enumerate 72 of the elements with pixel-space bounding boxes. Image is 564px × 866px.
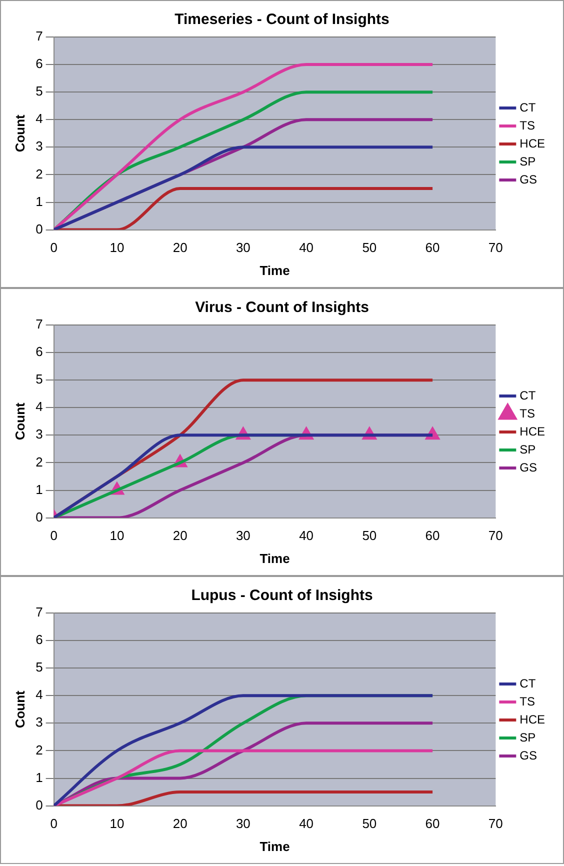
- y-tick-label: 1: [36, 194, 43, 209]
- y-tick-label: 1: [36, 770, 43, 785]
- legend-label: GS: [520, 172, 538, 186]
- y-tick-label: 6: [36, 632, 43, 648]
- y-tick-label: 6: [36, 56, 43, 72]
- legend-label: TS: [520, 406, 536, 420]
- y-tick-label: 2: [36, 166, 43, 182]
- legend-label: HCE: [520, 136, 546, 150]
- x-tick-label: 40: [299, 528, 314, 544]
- x-axis-title: Time: [260, 550, 290, 566]
- legend-label: TS: [520, 694, 536, 708]
- x-tick-label: 10: [110, 528, 124, 544]
- x-tick-label: 20: [172, 528, 188, 544]
- legend-label: CT: [520, 388, 536, 402]
- y-tick-label: 1: [36, 482, 43, 497]
- legend-label: HCE: [520, 712, 546, 726]
- legend-label: TS: [520, 118, 536, 132]
- x-tick-label: 40: [299, 240, 314, 256]
- y-axis-title: Count: [12, 114, 28, 152]
- x-tick-label: 10: [110, 240, 124, 256]
- x-tick-label: 50: [362, 816, 377, 832]
- y-tick-label: 7: [36, 316, 43, 332]
- x-tick-label: 10: [110, 816, 124, 832]
- chart-title: Lupus - Count of Insights: [191, 587, 373, 604]
- y-tick-label: 5: [36, 660, 43, 675]
- legend-label: SP: [520, 730, 536, 744]
- y-tick-label: 3: [36, 714, 43, 730]
- y-tick-label: 0: [36, 509, 43, 524]
- x-axis-title: Time: [260, 838, 290, 854]
- legend-label: CT: [520, 100, 536, 114]
- x-tick-label: 20: [172, 240, 188, 256]
- y-axis-title: Count: [12, 690, 28, 728]
- x-tick-label: 60: [425, 816, 440, 832]
- chart-title: Timeseries - Count of Insights: [174, 11, 390, 28]
- legend-label: GS: [520, 748, 538, 762]
- x-tick-label: 0: [50, 528, 58, 544]
- x-axis-title: Time: [260, 262, 290, 278]
- y-tick-label: 4: [36, 687, 43, 702]
- x-tick-label: 20: [172, 816, 188, 832]
- y-tick-label: 7: [36, 28, 43, 44]
- x-tick-label: 70: [488, 528, 503, 544]
- y-tick-label: 3: [36, 138, 43, 154]
- legend-label: HCE: [520, 424, 546, 438]
- x-tick-label: 0: [50, 240, 58, 256]
- x-tick-label: 50: [362, 528, 377, 544]
- y-tick-label: 2: [36, 454, 43, 470]
- x-tick-label: 70: [488, 240, 503, 256]
- legend-label: GS: [520, 460, 538, 474]
- y-tick-label: 4: [36, 399, 43, 414]
- y-tick-label: 0: [36, 797, 43, 812]
- x-tick-label: 30: [236, 240, 250, 256]
- y-tick-label: 5: [36, 84, 43, 99]
- x-tick-label: 0: [50, 816, 58, 832]
- legend-label: CT: [520, 676, 536, 690]
- y-tick-label: 7: [36, 604, 43, 620]
- y-tick-label: 6: [36, 344, 43, 360]
- chart-title: Virus - Count of Insights: [195, 299, 369, 316]
- x-tick-label: 50: [362, 240, 377, 256]
- x-tick-label: 60: [425, 240, 440, 256]
- x-tick-label: 60: [425, 528, 440, 544]
- y-tick-label: 2: [36, 742, 43, 758]
- y-tick-label: 3: [36, 426, 43, 442]
- y-axis-title: Count: [12, 402, 28, 440]
- legend-label: SP: [520, 154, 536, 168]
- legend-label: SP: [520, 442, 536, 456]
- y-tick-label: 4: [36, 111, 43, 126]
- y-tick-label: 0: [36, 221, 43, 236]
- y-tick-label: 5: [36, 372, 43, 387]
- x-tick-label: 70: [488, 816, 503, 832]
- x-tick-label: 40: [299, 816, 314, 832]
- x-tick-label: 30: [236, 816, 250, 832]
- x-tick-label: 30: [236, 528, 250, 544]
